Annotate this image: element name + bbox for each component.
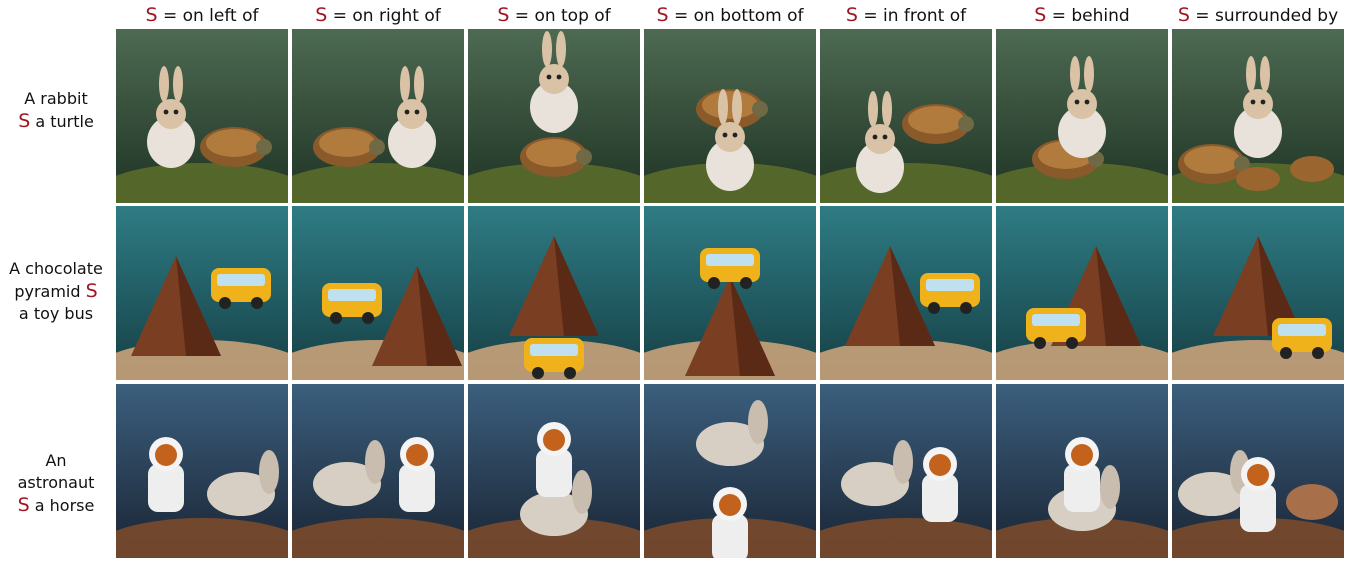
scene-image xyxy=(116,29,288,203)
relation-marker: S xyxy=(497,4,510,26)
column-header: S = in front of xyxy=(819,2,993,28)
scene-image xyxy=(996,384,1168,558)
row-label-line: A chocolate xyxy=(9,259,103,278)
relation-label: = behind xyxy=(1046,6,1130,26)
row-label-rabbit: A rabbit S a turtle xyxy=(0,88,112,133)
row-label-line: An xyxy=(45,451,67,470)
scene-image xyxy=(820,206,992,380)
relation-marker: S xyxy=(145,4,158,26)
scene-image xyxy=(292,384,464,558)
scene-image xyxy=(644,384,816,558)
scene-image xyxy=(468,29,640,203)
row-label-astronaut: An astronaut S a horse xyxy=(0,450,112,517)
column-header: S = behind xyxy=(995,2,1169,28)
relation-marker: S xyxy=(17,494,30,516)
scene-image xyxy=(468,206,640,380)
relation-label: = in front of xyxy=(857,6,967,26)
scene-image xyxy=(116,206,288,380)
scene-image xyxy=(996,206,1168,380)
row-label-line: astronaut xyxy=(17,473,95,492)
row-label-line: pyramid xyxy=(14,282,86,301)
column-header: S = surrounded by xyxy=(1171,2,1345,28)
scene-image xyxy=(820,29,992,203)
scene-image xyxy=(644,206,816,380)
relation-label: = on left of xyxy=(157,6,259,26)
scene-image xyxy=(292,29,464,203)
column-header: S = on bottom of xyxy=(643,2,817,28)
row-label-pyramid: A chocolate pyramid S a toy bus xyxy=(0,258,112,325)
relation-label: = surrounded by xyxy=(1189,6,1339,26)
relation-marker: S xyxy=(85,280,98,302)
scene-image xyxy=(996,29,1168,203)
scene-image xyxy=(1172,206,1344,380)
relation-marker: S xyxy=(18,110,31,132)
scene-image xyxy=(116,384,288,558)
row-label-line: a toy bus xyxy=(18,304,94,323)
relation-marker: S xyxy=(1034,4,1047,26)
relation-label: = on bottom of xyxy=(668,6,804,26)
scene-image xyxy=(644,29,816,203)
row-label-line: a turtle xyxy=(30,112,94,131)
scene-image xyxy=(820,384,992,558)
scene-image xyxy=(1172,29,1344,203)
column-header: S = on right of xyxy=(291,2,465,28)
relation-marker: S xyxy=(1177,4,1190,26)
scene-image xyxy=(468,384,640,558)
relation-marker: S xyxy=(315,4,328,26)
scene-image xyxy=(1172,384,1344,558)
row-label-line: A rabbit xyxy=(24,89,88,108)
relation-label: = on right of xyxy=(327,6,441,26)
relation-marker: S xyxy=(845,4,858,26)
scene-image xyxy=(292,206,464,380)
relation-marker: S xyxy=(656,4,669,26)
row-label-line: a horse xyxy=(29,496,95,515)
column-header: S = on left of xyxy=(115,2,289,28)
relation-label: = on top of xyxy=(509,6,611,26)
column-header: S = on top of xyxy=(467,2,641,28)
